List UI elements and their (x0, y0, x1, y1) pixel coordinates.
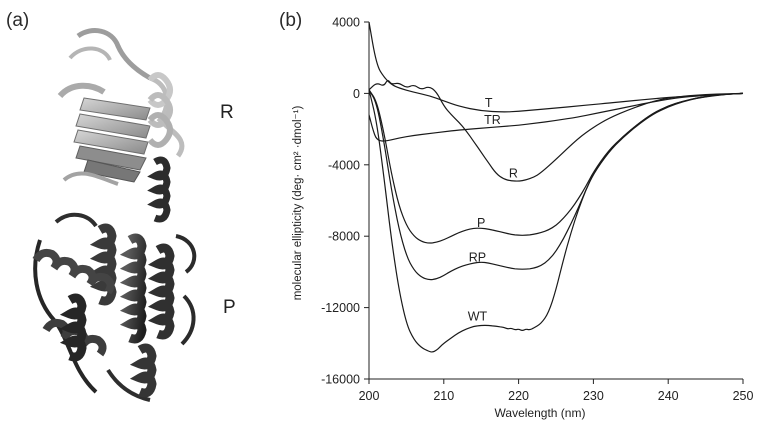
cd-spectra-chart: 4000 0 -4000 -8000 -12000 -16000 200 210 220 230 2… (292, 16, 753, 421)
x-tick-label: 240 (658, 389, 679, 403)
protein-structure-illustration: R P (32, 28, 236, 402)
domain-r-label: R (220, 102, 234, 123)
series-line-p (369, 89, 744, 244)
x-tick-label: 210 (433, 389, 454, 403)
x-axis-label: Wavelength (nm) (495, 406, 586, 420)
p-domain-ribbon (32, 212, 197, 402)
x-tick-label: 230 (583, 389, 604, 403)
panel-b-label: (b) (279, 10, 303, 31)
r-domain-ribbon (57, 28, 185, 186)
panel-a-label: (a) (6, 10, 30, 31)
x-tick-label: 200 (359, 389, 380, 403)
y-tick-label: 0 (353, 87, 360, 101)
series-label-t: T (485, 96, 493, 110)
linker-helix (147, 156, 171, 223)
series-line-tr (369, 92, 744, 142)
x-tick-label: 250 (733, 389, 754, 403)
chart-series (369, 21, 744, 353)
series-line-r (369, 80, 744, 182)
series-label-p: P (477, 216, 485, 230)
series-label-r: R (509, 167, 518, 181)
series-label-tr: TR (484, 113, 501, 127)
x-tick-label: 220 (508, 389, 529, 403)
series-line-wt (369, 89, 744, 353)
y-tick-label: 4000 (332, 16, 360, 30)
y-tick-label: -4000 (328, 158, 360, 172)
y-tick-label: -8000 (328, 230, 360, 244)
series-line-t (369, 21, 744, 113)
y-axis-label: molecular ellipticity (deg· cm² ·dmol⁻¹) (292, 106, 304, 301)
y-tick-label: -16000 (321, 373, 360, 387)
y-tick-label: -12000 (321, 301, 360, 315)
series-label-rp: RP (469, 251, 486, 265)
domain-p-label: P (223, 297, 236, 318)
series-line-rp (369, 89, 744, 281)
series-label-wt: WT (468, 310, 488, 324)
chart-axes: 4000 0 -4000 -8000 -12000 -16000 200 210 220 230 2… (321, 16, 753, 404)
